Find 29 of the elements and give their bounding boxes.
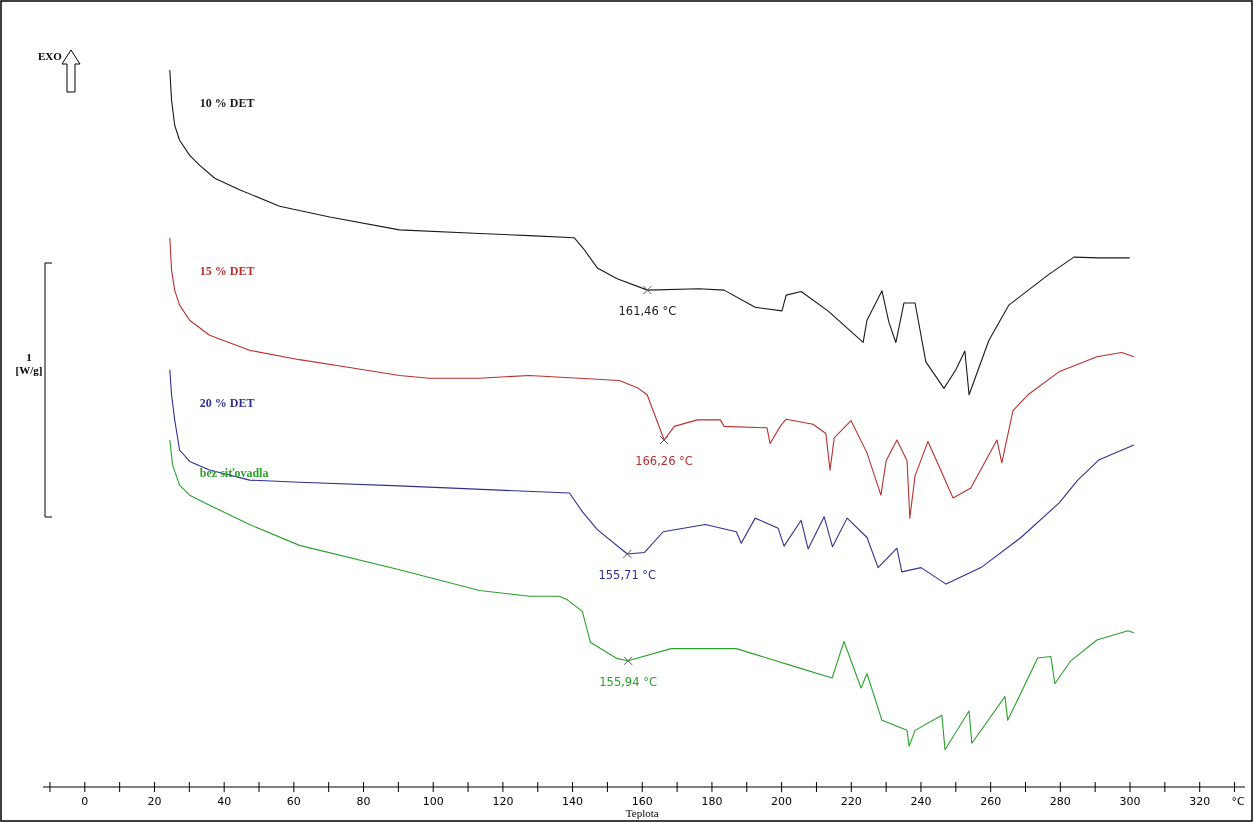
x-tick-label: 140 (562, 795, 584, 808)
x-tick-label: 40 (217, 795, 232, 808)
annotation: 161,46 °C (618, 304, 677, 319)
text: 10 % DET (199, 96, 255, 110)
x-tick-label: 60 (286, 795, 301, 808)
annotation: 155,71 °C (598, 567, 657, 582)
x-tick-label: 200 (771, 795, 793, 808)
annotation: 166,26 °C (635, 453, 693, 468)
series-label: bez siťovadla (199, 465, 269, 480)
x-tick-label: 160 (631, 795, 653, 808)
text: 20 % DET (199, 395, 255, 410)
x-tick-label: 240 (910, 795, 932, 808)
x-tick-label: 120 (492, 795, 514, 808)
x-tick-label: 80 (356, 795, 371, 808)
text: 15 % DET (199, 263, 255, 278)
x-tick-label: 220 (840, 795, 862, 808)
x-tick-label: 100 (422, 795, 444, 808)
x-tick-label: 300 (1119, 795, 1141, 808)
x-tick-label: 280 (1049, 795, 1071, 808)
annotation: 155,94 °C (599, 674, 657, 689)
text: EXO (38, 50, 63, 62)
text: 1 [W/g] (15, 351, 43, 376)
x-axis-title: Teplota (625, 807, 659, 819)
x-tick-label: 320 (1189, 795, 1211, 808)
text: °C (1231, 795, 1245, 808)
x-tick-label: 260 (980, 795, 1002, 808)
x-tick-label: 180 (701, 795, 723, 808)
x-tick-label: 20 (147, 795, 162, 808)
x-tick-label: 0 (81, 795, 89, 808)
